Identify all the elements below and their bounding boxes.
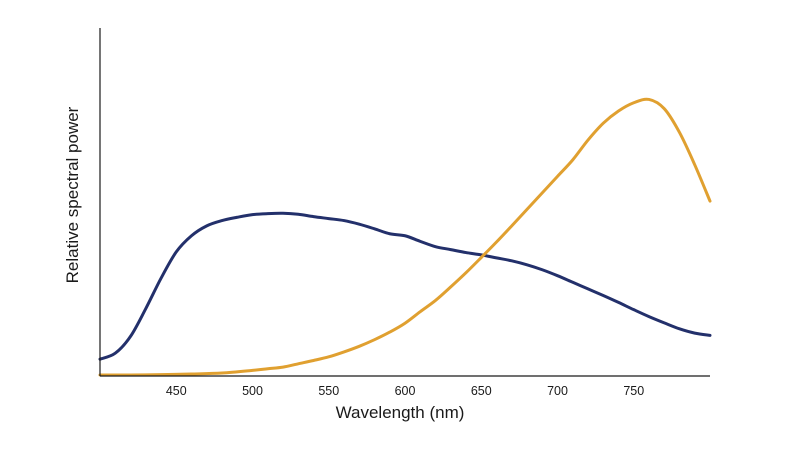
x-axis-title: Wavelength (nm) xyxy=(336,403,465,422)
x-tick-label: 600 xyxy=(395,384,416,398)
x-tick-label: 750 xyxy=(623,384,644,398)
series-layer xyxy=(98,97,712,377)
y-axis-title: Relative spectral power xyxy=(63,106,82,283)
x-tick-label: 500 xyxy=(242,384,263,398)
series-line-2 xyxy=(98,97,712,377)
x-tick-label: 550 xyxy=(318,384,339,398)
x-tick-label: 450 xyxy=(166,384,187,398)
series-line-1 xyxy=(98,211,712,361)
x-tick-labels: 450 500 550 600 650 700 750 xyxy=(166,384,644,398)
x-tick-label: 650 xyxy=(471,384,492,398)
x-tick-label: 700 xyxy=(547,384,568,398)
